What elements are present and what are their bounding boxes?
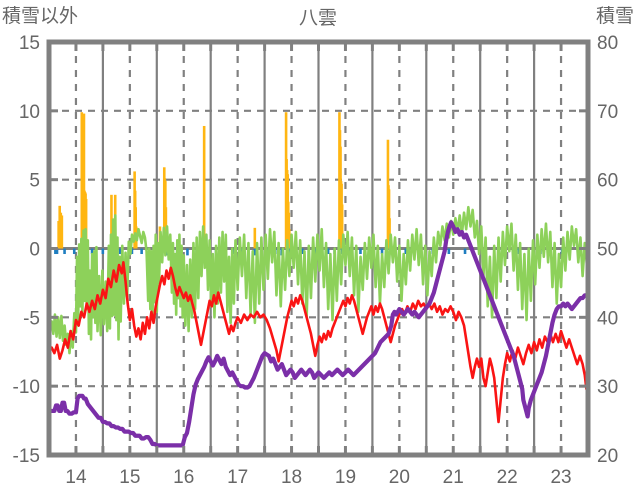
line-path <box>50 205 590 355</box>
bar <box>118 248 122 255</box>
series-green-line <box>50 205 590 355</box>
bar <box>140 248 143 255</box>
bar <box>202 125 206 249</box>
bar <box>380 248 384 255</box>
bar <box>463 248 467 255</box>
series-purple-line <box>49 220 591 448</box>
bottom-tick-label: 22 <box>497 467 518 488</box>
bar <box>63 248 66 255</box>
right-tick-label: 20 <box>597 446 618 467</box>
bar <box>54 248 57 255</box>
right-tick-label: 50 <box>597 240 618 261</box>
left-tick-label: -10 <box>13 377 40 398</box>
bottom-tick-label: 14 <box>65 467 87 488</box>
bar <box>340 204 344 249</box>
left-tick-label: 0 <box>29 240 40 261</box>
line-path <box>50 260 590 424</box>
right-axis-title: 積雪 <box>595 6 634 27</box>
right-tick-label: 40 <box>597 308 618 329</box>
bar <box>60 215 64 249</box>
right-tick-label: 60 <box>597 171 618 192</box>
bar <box>72 248 76 255</box>
left-tick-label: 10 <box>19 102 40 123</box>
series-layer <box>49 112 591 448</box>
bottom-tick-label: 16 <box>173 467 194 488</box>
bar <box>55 248 59 255</box>
bottom-tick-label: 15 <box>119 467 140 488</box>
bottom-tick-label: 17 <box>227 467 248 488</box>
bottom-tick-label: 20 <box>389 467 410 488</box>
bar <box>253 248 257 256</box>
bar <box>84 198 88 249</box>
axis-ticks-layer <box>47 42 590 455</box>
bottom-tick-label: 21 <box>443 467 464 488</box>
bar <box>404 248 408 255</box>
left-tick-label: 5 <box>29 171 40 192</box>
bottom-tick-label: 18 <box>281 467 302 488</box>
bar <box>186 248 189 256</box>
bar <box>253 227 257 249</box>
bar <box>130 248 134 255</box>
right-tick-label: 70 <box>597 102 618 123</box>
right-tick-label: 30 <box>597 377 618 398</box>
bar <box>101 248 105 255</box>
left-tick-label: -15 <box>13 446 40 467</box>
left-tick-label: 15 <box>19 33 40 54</box>
line-path <box>49 220 591 448</box>
bar <box>110 194 113 249</box>
bar <box>90 248 94 255</box>
chart-title: 八雲 <box>298 8 337 29</box>
bar <box>288 229 291 249</box>
left-tick-label: -5 <box>23 308 40 329</box>
bar <box>447 248 451 255</box>
left-axis-title: 積雪以外 <box>2 6 79 27</box>
bottom-tick-label: 23 <box>550 467 571 488</box>
bar <box>313 248 317 255</box>
bottom-tick-label: 19 <box>335 467 356 488</box>
bar <box>82 113 86 249</box>
bar <box>359 248 362 255</box>
bar <box>388 218 391 249</box>
right-tick-label: 80 <box>597 33 618 54</box>
series-red-line <box>50 260 590 424</box>
bar <box>326 248 330 255</box>
bar <box>300 248 304 255</box>
